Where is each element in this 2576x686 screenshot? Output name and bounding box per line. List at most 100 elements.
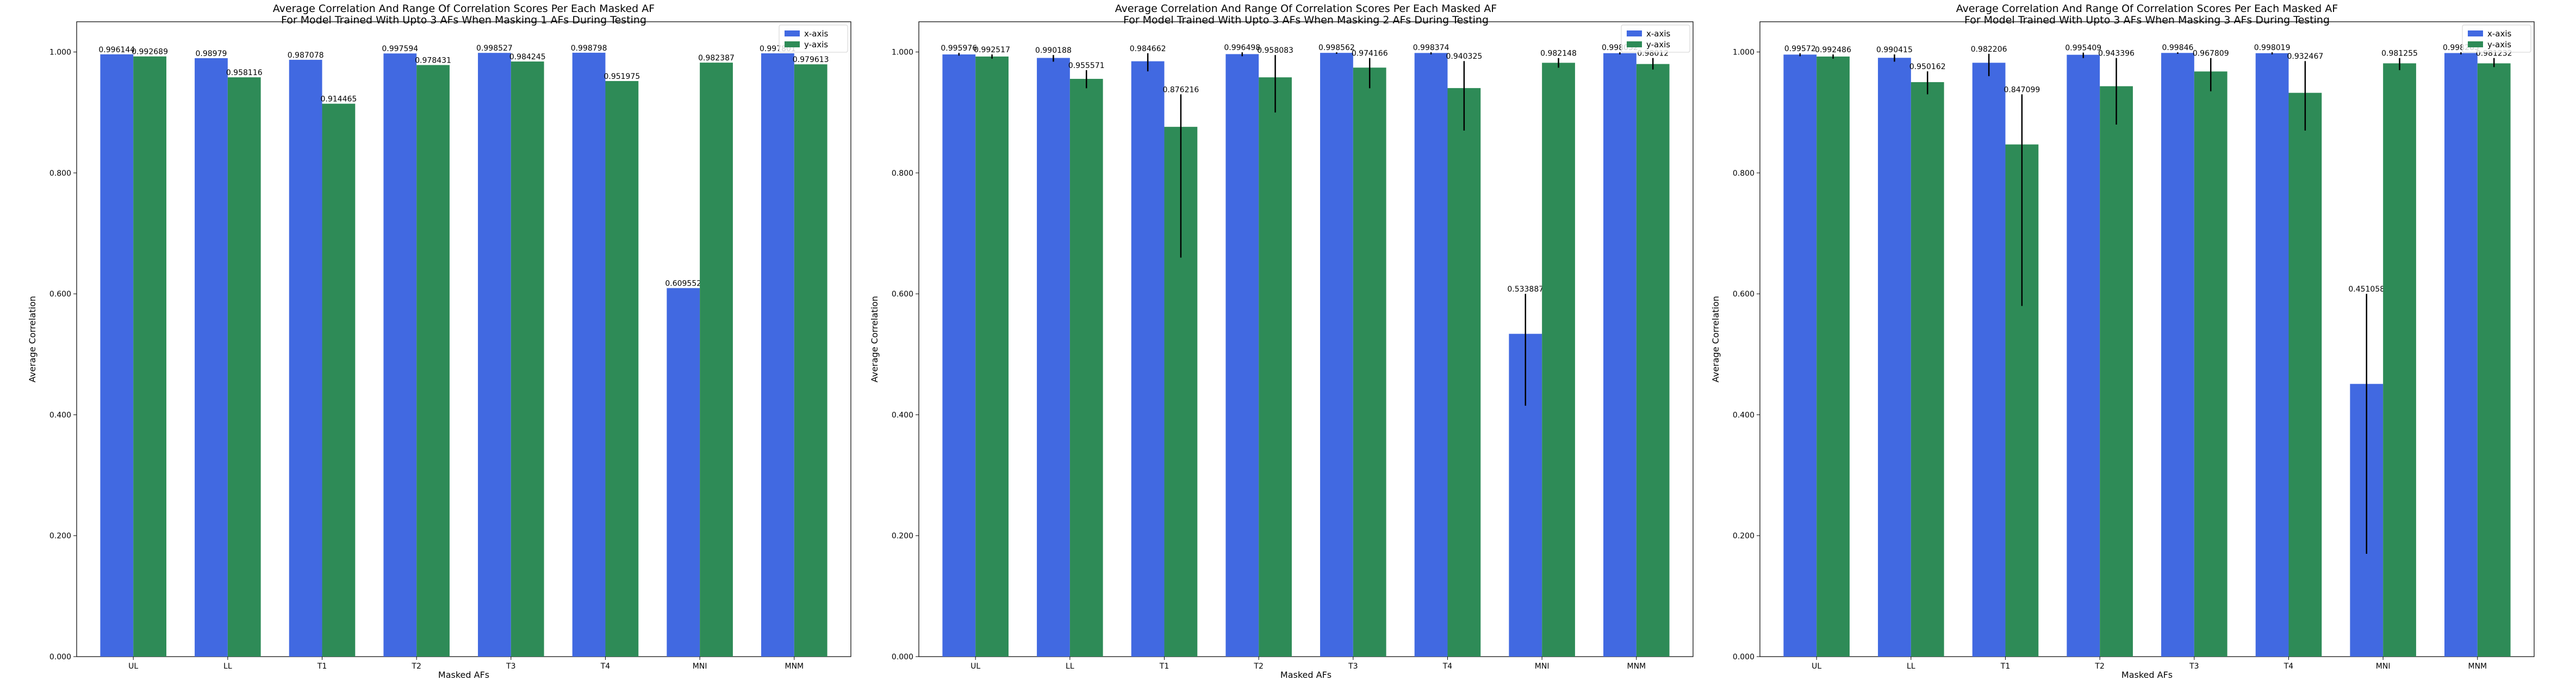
data-label: 0.984245 [509, 53, 546, 61]
y-tick-label: 1.000 [1733, 48, 1754, 57]
bar-y-axis-T3 [2194, 71, 2227, 657]
x-tick-label: MNM [2468, 662, 2487, 671]
data-label: 0.876216 [1162, 85, 1199, 94]
bar-y-axis-UL [133, 56, 166, 657]
data-label: 0.950162 [1909, 63, 1946, 71]
x-tick-label: T1 [2000, 662, 2010, 671]
bar-x-axis-T2 [1225, 54, 1259, 657]
data-label: 0.967809 [2193, 50, 2229, 58]
x-axis-label: Masked AFs [438, 670, 489, 680]
data-label: 0.99572 [1784, 45, 1816, 53]
bar-x-axis-T4 [572, 52, 606, 657]
data-label: 0.998798 [571, 44, 607, 53]
x-tick-label: LL [1066, 662, 1074, 671]
legend-swatch-x-axis [1627, 30, 1642, 36]
x-tick-label: T1 [1159, 662, 1169, 671]
data-label: 0.951975 [603, 72, 640, 81]
legend-label-y-axis: y-axis [804, 40, 828, 50]
bar-y-axis-T2 [1259, 77, 1292, 657]
data-label: 0.987078 [288, 51, 324, 60]
bar-y-axis-LL [1911, 82, 1944, 657]
x-tick-label: T3 [1348, 662, 1358, 671]
data-label: 0.940325 [1446, 52, 1482, 61]
y-tick-label: 0.600 [1733, 290, 1754, 299]
bar-x-axis-T3 [478, 53, 511, 657]
legend-label-x-axis: x-axis [2487, 29, 2512, 39]
x-tick-label: MNI [693, 662, 707, 671]
data-label: 0.997594 [382, 45, 418, 53]
y-axis-label: Average Correlation [1710, 296, 1721, 382]
bar-x-axis-MNI [667, 288, 700, 657]
data-label: 0.982206 [1971, 45, 2007, 54]
x-tick-label: MNI [2376, 662, 2391, 671]
x-tick-label: T2 [411, 662, 421, 671]
data-label: 0.992689 [132, 48, 168, 57]
y-tick-label: 0.400 [892, 411, 913, 419]
data-label: 0.998374 [1413, 44, 1449, 52]
data-label: 0.981255 [2381, 50, 2418, 58]
data-label: 0.998019 [2254, 44, 2291, 52]
x-tick-label: T3 [2189, 662, 2199, 671]
chart-title: Average Correlation And Range Of Correla… [1115, 3, 1497, 15]
data-label: 0.992517 [974, 46, 1010, 54]
bar-y-axis-T4 [605, 81, 639, 657]
x-axis-label: Masked AFs [2121, 670, 2173, 680]
y-tick-label: 1.000 [49, 48, 71, 57]
data-label: 0.998527 [476, 44, 513, 53]
data-label: 0.955571 [1068, 61, 1105, 70]
bar-x-axis-T2 [2067, 54, 2100, 657]
data-label: 0.99846 [2162, 44, 2193, 52]
data-label: 0.914465 [320, 95, 357, 104]
chart-title: Average Correlation And Range Of Correla… [1956, 3, 2338, 15]
x-axis-label: Masked AFs [1280, 670, 1331, 680]
bar-y-axis-UL [1816, 56, 1850, 657]
y-tick-label: 0.400 [1733, 411, 1754, 419]
x-tick-label: MNM [785, 662, 804, 671]
x-tick-label: T4 [600, 662, 611, 671]
bar-x-axis-MNM [2444, 53, 2478, 657]
x-tick-label: T4 [2283, 662, 2294, 671]
x-tick-label: T2 [1253, 662, 1263, 671]
data-label: 0.974166 [1352, 50, 1388, 58]
chart-subtitle: For Model Trained With Upto 3 AFs When M… [1123, 14, 1489, 26]
y-axis-label: Average Correlation [869, 296, 880, 382]
x-tick-label: MNI [1535, 662, 1550, 671]
data-label: 0.982148 [1540, 50, 1577, 58]
y-tick-label: 0.200 [892, 532, 913, 541]
legend-swatch-y-axis [2468, 41, 2483, 47]
y-tick-label: 0.800 [892, 169, 913, 178]
x-tick-label: LL [1907, 662, 1915, 671]
legend-label-y-axis: y-axis [2487, 40, 2511, 50]
bar-x-axis-T1 [1972, 63, 2006, 657]
legend-swatch-x-axis [2468, 30, 2483, 36]
bar-x-axis-MNM [761, 53, 794, 657]
data-label: 0.998562 [1318, 44, 1355, 52]
y-tick-label: 1.000 [892, 48, 913, 57]
bar-x-axis-T2 [383, 53, 417, 657]
bar-y-axis-MNM [2477, 63, 2511, 657]
bar-x-axis-UL [1783, 54, 1817, 657]
data-label: 0.979613 [793, 55, 829, 64]
legend-label-x-axis: x-axis [1646, 29, 1671, 39]
data-label: 0.98979 [196, 50, 227, 58]
x-tick-label: UL [970, 662, 980, 671]
bar-x-axis-UL [942, 54, 976, 657]
y-tick-label: 0.000 [49, 653, 71, 662]
bar-x-axis-T1 [289, 59, 322, 657]
y-tick-label: 0.200 [49, 532, 71, 541]
plot-frame [918, 21, 1694, 657]
data-label: 0.958083 [1257, 46, 1293, 55]
data-label: 0.958116 [226, 69, 263, 77]
data-label: 0.990415 [1876, 46, 1913, 54]
data-label: 0.533887 [1507, 285, 1544, 294]
y-tick-label: 0.800 [49, 169, 71, 178]
y-tick-label: 0.000 [1733, 653, 1754, 662]
x-tick-label: T1 [317, 662, 327, 671]
data-label: 0.995409 [2065, 44, 2101, 53]
data-label: 0.984662 [1130, 45, 1166, 53]
y-tick-label: 0.000 [892, 653, 913, 662]
chart-title: Average Correlation And Range Of Correla… [273, 3, 655, 15]
data-label: 0.451058 [2348, 285, 2385, 294]
